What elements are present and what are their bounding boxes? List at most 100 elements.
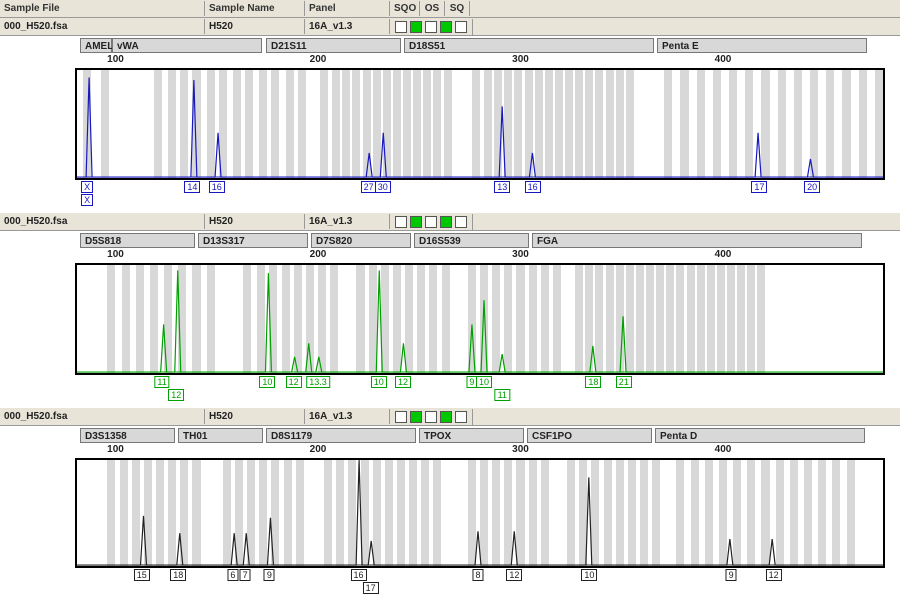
- xaxis-row: 100 200 300 400: [75, 444, 885, 458]
- allele-call: 17: [751, 181, 767, 193]
- allele-call: 20: [804, 181, 820, 193]
- col-sample-file: Sample File: [0, 1, 205, 16]
- locus-label: D13S317: [198, 233, 308, 248]
- locus-label: Penta E: [657, 38, 867, 53]
- panel-cell: 16A_v1.3: [305, 409, 390, 424]
- xaxis-tick: 400: [715, 54, 732, 65]
- locus-row: D5S818D13S317D7S820D16S539FGA: [0, 231, 900, 249]
- allele-call: 10: [476, 376, 492, 388]
- electropherogram-panel: 000_H520.fsaH52016A_v1.3D3S1358TH01D8S11…: [0, 408, 900, 595]
- quality-indicator-icon: [440, 216, 452, 228]
- quality-indicator-icon: [440, 21, 452, 33]
- allele-call: 11: [154, 376, 169, 388]
- allele-call: 21: [616, 376, 632, 388]
- allele-call: 10: [581, 569, 597, 581]
- allele-call: 9: [264, 569, 275, 581]
- allele-call: 10: [371, 376, 387, 388]
- allele-call-row: 1112101213.31012910111821: [75, 376, 885, 402]
- quality-indicator-icon: [410, 411, 422, 423]
- trace-svg: [77, 70, 883, 178]
- locus-label: FGA: [532, 233, 862, 248]
- electropherogram-plot: 100020003000: [75, 263, 885, 375]
- sample-info-row: 000_H520.fsaH52016A_v1.3: [0, 18, 900, 36]
- quality-indicator-icon: [440, 411, 452, 423]
- allele-call: 13.3: [306, 376, 330, 388]
- allele-call-row: XX1416273013161720: [75, 181, 885, 207]
- allele-call: 9: [726, 569, 737, 581]
- xaxis-tick: 200: [310, 444, 327, 455]
- locus-label: vWA: [112, 38, 262, 53]
- quality-indicator-icon: [425, 411, 437, 423]
- allele-call: 16: [525, 181, 541, 193]
- quality-indicators: [390, 409, 473, 425]
- allele-call: 7: [240, 569, 251, 581]
- col-sqo: SQO: [390, 1, 420, 16]
- chart-wrap: 1002003004001000200030004000XX1416273013…: [0, 54, 900, 207]
- xaxis-tick: 300: [512, 444, 529, 455]
- allele-call: 12: [395, 376, 411, 388]
- locus-row: AMELvWAD21S11D18S51Penta E: [0, 36, 900, 54]
- quality-indicator-icon: [395, 21, 407, 33]
- allele-call: 30: [375, 181, 391, 193]
- sample-info-row: 000_H520.fsaH52016A_v1.3: [0, 213, 900, 231]
- sample-file-cell: 000_H520.fsa: [0, 214, 205, 229]
- allele-call: 16: [209, 181, 225, 193]
- allele-call: 12: [766, 569, 782, 581]
- quality-indicator-icon: [425, 216, 437, 228]
- allele-call: 18: [170, 569, 186, 581]
- chart-wrap: 1002003004001000200030001112101213.31012…: [0, 249, 900, 402]
- xaxis-tick: 200: [310, 54, 327, 65]
- sample-file-cell: 000_H520.fsa: [0, 409, 205, 424]
- electropherogram-plot: 10002000300040005000: [75, 458, 885, 568]
- sample-file-cell: 000_H520.fsa: [0, 19, 205, 34]
- quality-indicators: [390, 19, 473, 35]
- col-os: OS: [420, 1, 445, 16]
- electropherogram-plot: 1000200030004000: [75, 68, 885, 180]
- col-sq: SQ: [445, 1, 470, 16]
- quality-indicators: [390, 214, 473, 230]
- quality-indicator-icon: [455, 411, 467, 423]
- sample-info-row: 000_H520.fsaH52016A_v1.3: [0, 408, 900, 426]
- xaxis-tick: 100: [107, 54, 124, 65]
- xaxis-tick: 400: [715, 249, 732, 260]
- col-panel: Panel: [305, 1, 390, 16]
- quality-indicator-icon: [410, 21, 422, 33]
- locus-label: D5S818: [80, 233, 195, 248]
- allele-call: 12: [286, 376, 302, 388]
- trace-svg: [77, 460, 883, 566]
- quality-indicator-icon: [455, 216, 467, 228]
- trace-svg: [77, 265, 883, 373]
- sample-name-cell: H520: [205, 214, 305, 229]
- allele-call: 8: [472, 569, 483, 581]
- column-header-row: Sample File Sample Name Panel SQO OS SQ: [0, 0, 900, 18]
- trace-line: [77, 460, 883, 565]
- xaxis-tick: 300: [512, 249, 529, 260]
- xaxis-row: 100200300400: [75, 249, 885, 263]
- xaxis-tick: 400: [715, 444, 732, 455]
- allele-call: 17: [363, 582, 379, 594]
- sample-name-cell: H520: [205, 409, 305, 424]
- quality-indicator-icon: [410, 216, 422, 228]
- trace-line: [77, 270, 883, 372]
- xaxis-tick: 100: [107, 249, 124, 260]
- quality-indicator-icon: [455, 21, 467, 33]
- electropherogram-panel: 000_H520.fsaH52016A_v1.3AMELvWAD21S11D18…: [0, 18, 900, 207]
- allele-call: 11: [495, 389, 510, 401]
- locus-label: TPOX: [419, 428, 524, 443]
- locus-label: D7S820: [311, 233, 411, 248]
- trace-line: [77, 78, 883, 178]
- allele-call: 15: [134, 569, 150, 581]
- quality-indicator-icon: [425, 21, 437, 33]
- chart-wrap: 1002003004001000200030004000500015186791…: [0, 444, 900, 595]
- locus-label: D21S11: [266, 38, 401, 53]
- locus-label: D18S51: [404, 38, 654, 53]
- allele-call: 12: [168, 389, 184, 401]
- quality-indicator-icon: [395, 411, 407, 423]
- allele-call: X: [81, 194, 93, 206]
- xaxis-tick: 100: [107, 444, 124, 455]
- allele-call-row: 1518679161781210912: [75, 569, 885, 595]
- allele-call: 18: [585, 376, 601, 388]
- locus-label: TH01: [178, 428, 263, 443]
- sample-name-cell: H520: [205, 19, 305, 34]
- col-sample-name: Sample Name: [205, 1, 305, 16]
